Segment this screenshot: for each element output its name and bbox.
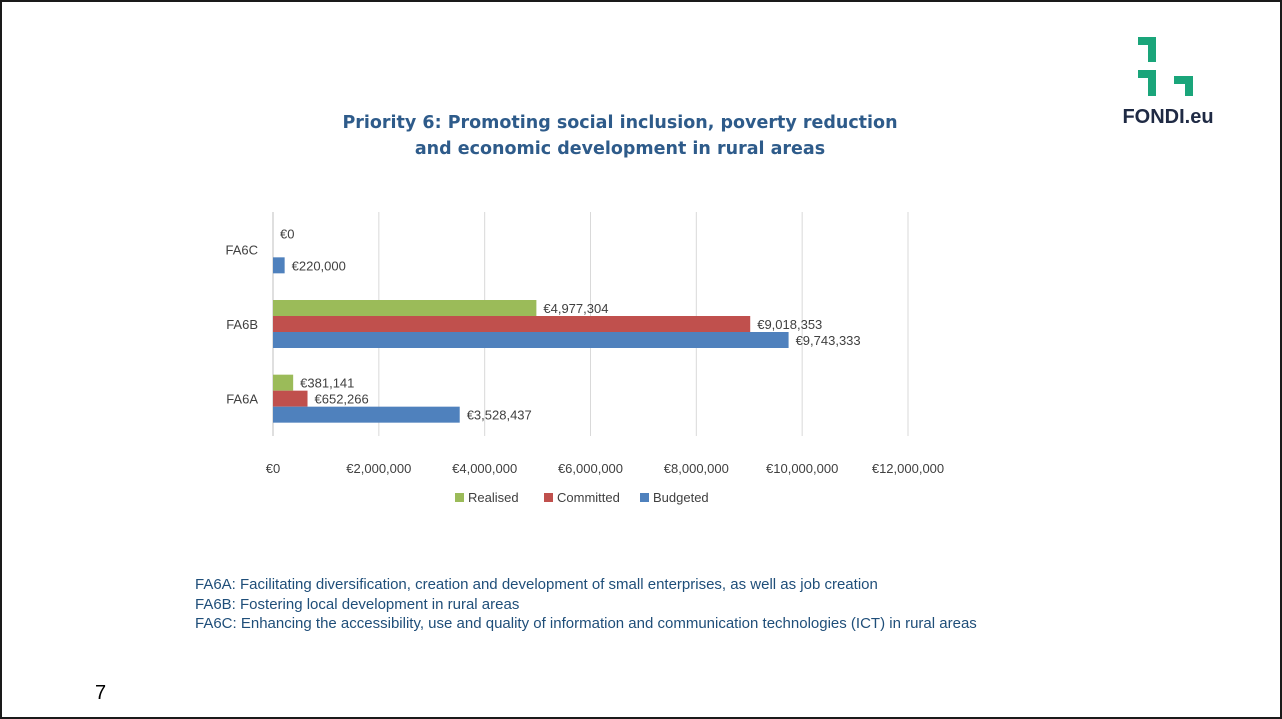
chart-title: Priority 6: Promoting social inclusion, … [280, 110, 960, 162]
footnotes: FA6A: Facilitating diversification, crea… [195, 575, 1095, 634]
data-label: €9,743,333 [796, 333, 861, 348]
bar [273, 406, 460, 423]
data-label: €220,000 [292, 258, 346, 273]
bar [273, 332, 789, 348]
category-label: FA6B [226, 317, 258, 332]
x-tick-label: €2,000,000 [346, 461, 411, 476]
x-tick-label: €8,000,000 [664, 461, 729, 476]
logo-text: FONDI.eu [1122, 106, 1214, 128]
chart-title-line-1: Priority 6: Promoting social inclusion, … [342, 113, 898, 133]
x-tick-label: €4,000,000 [452, 461, 517, 476]
category-label: FA6C [225, 242, 258, 257]
footnote-fa6b: FA6B: Fostering local development in rur… [195, 595, 520, 613]
legend-label: Budgeted [653, 490, 709, 505]
data-label: €652,266 [315, 392, 369, 407]
legend-label: Committed [557, 490, 620, 505]
bar [273, 390, 308, 407]
chart-axis: €0 €2,000,000 €4,000,000 €6,000,000 €8,000,0… [225, 242, 944, 476]
logo-middle-arrow [1138, 70, 1156, 96]
data-label: €0 [280, 226, 294, 241]
bar [273, 374, 294, 391]
footnote-fa6c: FA6C: Enhancing the accessibility, use a… [195, 615, 977, 632]
legend-swatch [455, 493, 464, 502]
chart-title-line-2: and economic development in rural areas [414, 139, 826, 159]
bar [273, 316, 751, 332]
fondi-logo-icon [1138, 37, 1193, 96]
category-label: FA6A [226, 392, 258, 407]
chart-data-labels: €0 €220,000 €4,977,304 €9,018,353€9,743,333… [280, 226, 861, 422]
chart-bars [273, 257, 789, 423]
x-tick-label: €0 [266, 461, 280, 476]
data-label: €4,977,304 [543, 301, 608, 316]
legend-label: Realised [468, 490, 519, 505]
logo-right-arrow [1174, 76, 1193, 96]
logo-top-arrow [1138, 37, 1156, 62]
data-label: €3,528,437 [467, 408, 532, 423]
legend-swatch [544, 493, 553, 502]
data-label: €9,018,353 [757, 317, 822, 332]
page-number: 7 [95, 682, 107, 704]
x-tick-label: €10,000,000 [766, 461, 838, 476]
x-tick-label: €6,000,000 [558, 461, 623, 476]
legend-swatch [640, 493, 649, 502]
chart-legend: Realised Committed Budgeted [455, 490, 709, 505]
x-tick-label: €12,000,000 [872, 461, 944, 476]
footnote-fa6a: FA6A: Facilitating diversification, crea… [195, 576, 878, 593]
bar [273, 300, 537, 316]
data-label: €381,141 [300, 376, 354, 391]
bar [273, 257, 285, 274]
